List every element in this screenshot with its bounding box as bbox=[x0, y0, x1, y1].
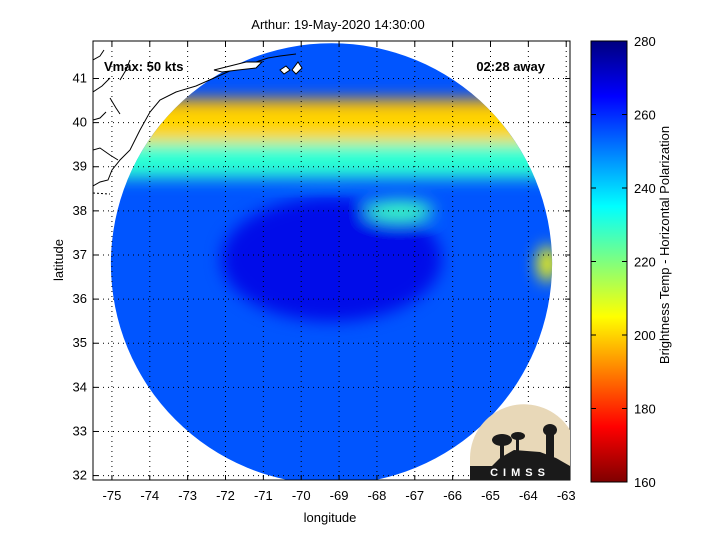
vmax-annotation: Vmax: 50 kts bbox=[104, 59, 184, 74]
x-tick-label: -67 bbox=[405, 488, 424, 503]
x-tick-label: -68 bbox=[368, 488, 387, 503]
swath-feature-region bbox=[365, 200, 434, 221]
y-tick-label: 33 bbox=[73, 423, 87, 438]
colorbar-gradient bbox=[590, 40, 628, 483]
swath-features bbox=[110, 98, 553, 322]
x-tick-label: -71 bbox=[254, 488, 273, 503]
x-tick-label: -75 bbox=[103, 488, 122, 503]
swath-east-region bbox=[537, 245, 553, 282]
colorbar: 160 180 200 220 240 260 280 Brightness Temp - … bbox=[590, 34, 672, 490]
x-tick-label: -63 bbox=[557, 488, 576, 503]
chart-title: Arthur: 19-May-2020 14:30:00 bbox=[251, 17, 424, 32]
coastline bbox=[93, 49, 303, 195]
y-axis-label: latitude bbox=[51, 239, 66, 281]
x-tick-label: -70 bbox=[292, 488, 311, 503]
y-tick-label: 34 bbox=[73, 379, 87, 394]
plot-frame bbox=[92, 40, 571, 481]
x-tick-label: -69 bbox=[330, 488, 349, 503]
cimss-logo-text: CIMSS bbox=[490, 467, 550, 479]
x-tick-label: -65 bbox=[481, 488, 500, 503]
colorbar-tick-label: 240 bbox=[634, 181, 656, 196]
time-offset-annotation: 02:28 away bbox=[476, 59, 545, 74]
brightness-temp-swath bbox=[110, 43, 553, 480]
y-tick-label: 37 bbox=[73, 247, 87, 262]
cimss-logo: CIMSS bbox=[470, 404, 570, 480]
colorbar-tick-label: 280 bbox=[634, 34, 656, 49]
axis-ticks: -75 -74 -73 -72 -71 -70 -69 -68 -67 -66 -65 -64 -63 3… bbox=[73, 41, 576, 503]
colorbar-tick-label: 180 bbox=[634, 402, 656, 417]
x-tick-label: -66 bbox=[443, 488, 462, 503]
x-tick-label: -64 bbox=[519, 488, 538, 503]
colorbar-tick-label: 200 bbox=[634, 328, 656, 343]
x-tick-label: -73 bbox=[178, 488, 197, 503]
colorbar-tick-label: 160 bbox=[634, 475, 656, 490]
colorbar-ticks: 160 180 200 220 240 260 280 bbox=[591, 34, 656, 490]
y-tick-label: 32 bbox=[73, 468, 87, 483]
y-tick-label: 41 bbox=[73, 71, 87, 86]
y-tick-label: 36 bbox=[73, 291, 87, 306]
x-tick-label: -74 bbox=[140, 488, 159, 503]
colorbar-tick-label: 260 bbox=[634, 108, 656, 123]
y-tick-label: 39 bbox=[73, 159, 87, 174]
x-axis-label: longitude bbox=[304, 510, 357, 525]
colorbar-tick-label: 220 bbox=[634, 255, 656, 270]
y-tick-label: 40 bbox=[73, 115, 87, 130]
swath-storm-center bbox=[221, 197, 442, 322]
y-tick-label: 35 bbox=[73, 335, 87, 350]
colorbar-label: Brightness Temp - Horizontal Polarizatio… bbox=[657, 126, 672, 364]
swath-band-region bbox=[110, 142, 553, 178]
x-tick-label: -72 bbox=[216, 488, 235, 503]
y-tick-label: 38 bbox=[73, 203, 87, 218]
plot-area bbox=[93, 41, 570, 480]
